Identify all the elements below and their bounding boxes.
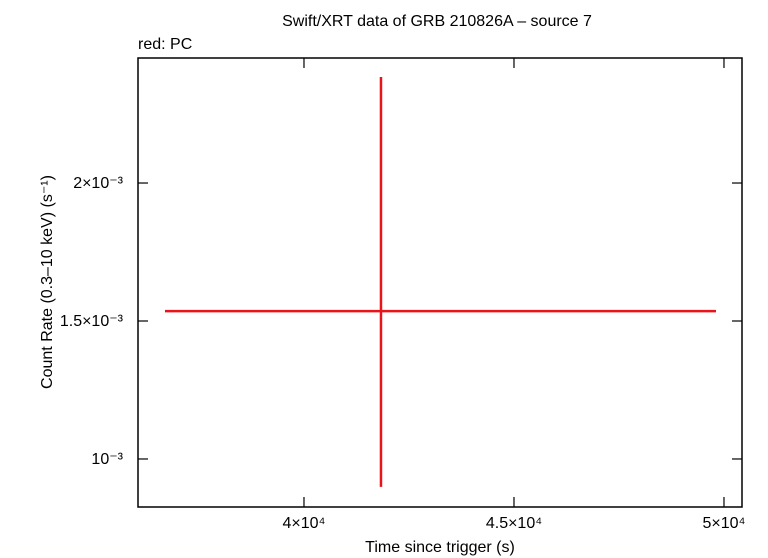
y-tick-label: 10⁻³ [91, 451, 123, 468]
plot-frame [137, 57, 743, 508]
chart-subtitle: red: PC [138, 36, 192, 53]
x-axis-label: Time since trigger (s) [365, 539, 515, 556]
y-tick-label: 1.5×10⁻³ [60, 313, 124, 330]
x-tick-label: 4×10⁴ [283, 515, 326, 532]
y-axis-label: Count Rate (0.3–10 keV) (s⁻¹) [39, 175, 56, 389]
x-tick-label: 4.5×10⁴ [486, 515, 542, 532]
y-tick-label: 2×10⁻³ [73, 175, 123, 192]
x-tick-label: 5×10⁴ [703, 515, 746, 532]
chart-title: Swift/XRT data of GRB 210826A – source 7 [282, 13, 592, 30]
